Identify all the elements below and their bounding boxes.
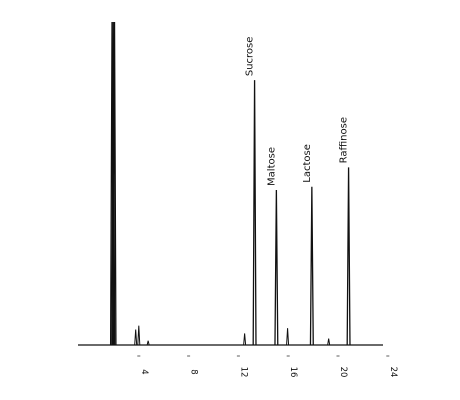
x-tick-label: 4 (139, 369, 149, 374)
peak-lactose (309, 186, 314, 346)
peaks-layer (109, 21, 351, 346)
peak-sucrose (252, 80, 257, 346)
peak-6 (243, 333, 247, 346)
peak-2 (112, 21, 117, 346)
peak-raffinose (346, 167, 351, 346)
x-tick-label: 24 (388, 367, 398, 378)
peak-label-maltose: Maltose (266, 147, 277, 186)
x-tick-label: 12 (238, 367, 248, 378)
peak-label-raffinose: Raffinose (339, 117, 350, 163)
peak-5 (146, 340, 150, 346)
peak-label-sucrose: Sucrose (245, 37, 256, 77)
x-axis-ticks: 4 8 12 16 20 24 (137, 355, 398, 378)
peak-9 (286, 328, 290, 346)
peak-11 (327, 338, 331, 346)
x-tick-label: 16 (288, 367, 298, 378)
x-tick-label: 20 (338, 367, 348, 378)
peak-maltose (274, 189, 279, 346)
peak-labels: Sucrose Maltose Lactose Raffinose (245, 37, 350, 186)
x-tick-label: 8 (189, 369, 199, 374)
peak-3 (134, 329, 138, 346)
peak-label-lactose: Lactose (302, 144, 313, 183)
peak-4 (137, 325, 141, 346)
